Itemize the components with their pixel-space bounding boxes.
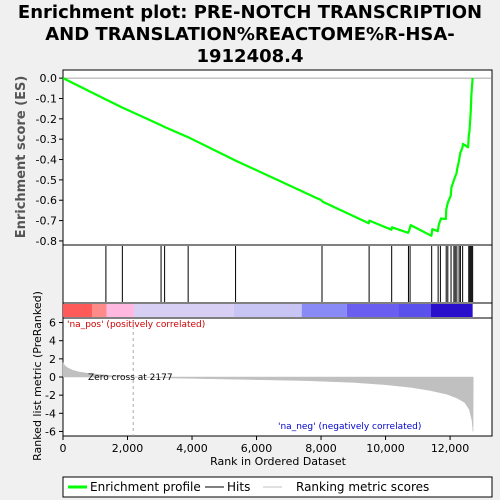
x-tick-label: 6,000 [241, 442, 273, 455]
es-y-tick-label: -0.1 [36, 92, 57, 105]
enrichment-profile-line [62, 77, 474, 237]
title-line-1: Enrichment plot: PRE-NOTCH TRANSCRIPTION [17, 2, 483, 23]
metric-y-tick-label: -4 [45, 407, 56, 420]
es-y-tick-label: -0.3 [36, 133, 57, 146]
colorbar-segment [106, 304, 134, 317]
title-line-3: 1912408.4 [196, 46, 304, 67]
x-tick-label: 2,000 [112, 442, 144, 455]
es-y-tick-label: -0.7 [36, 215, 57, 228]
colorbar-segment [430, 304, 473, 317]
metric-y-tick-label: -2 [45, 389, 56, 402]
es-y-tick-label: -0.6 [36, 194, 57, 207]
metric-y-tick-label: -6 [45, 425, 56, 438]
x-axis-label: Rank in Ordered Dataset [210, 455, 347, 468]
x-tick-label: 4,000 [176, 442, 208, 455]
es-panel [62, 69, 493, 246]
colorbar-segment [346, 304, 399, 317]
x-tick-label: 12,000 [431, 442, 470, 455]
x-tick-label: 8,000 [305, 442, 337, 455]
ranking-metric-area [62, 361, 474, 432]
neg-label: 'na_neg' (negatively correlated) [278, 422, 421, 432]
metric-y-tick-label: 4 [49, 335, 56, 348]
colorbar-segment [233, 304, 302, 317]
colorbar-segment [63, 304, 93, 317]
metric-y-tick-label: 2 [49, 353, 56, 366]
x-tick-label: 0 [60, 442, 67, 455]
es-y-tick-label: -0.5 [36, 174, 57, 187]
es-y-tick-label: 0.0 [40, 72, 58, 85]
legend-metric-label: Ranking metric scores [296, 480, 429, 494]
chart-title: Enrichment plot: PRE-NOTCH TRANSCRIPTION… [0, 2, 500, 68]
legend-enrichment-label: Enrichment profile [90, 480, 201, 494]
legend-hits-label: Hits [227, 480, 250, 494]
metric-y-tick-label: 6 [49, 317, 56, 330]
colorbar-segment [133, 304, 234, 317]
hits-panel [62, 244, 493, 304]
colorbar-segment [301, 304, 347, 317]
es-y-tick-label: -0.2 [36, 113, 57, 126]
es-y-tick-label: -0.4 [36, 154, 57, 167]
title-line-2: AND TRANSLATION%REACTOME%R-HSA- [45, 24, 455, 45]
metric-y-tick-label: 0 [49, 371, 56, 384]
x-tick-label: 10,000 [366, 442, 405, 455]
colorbar-segment [92, 304, 107, 317]
es-y-tick-label: -0.8 [36, 235, 57, 248]
pos-label: 'na_pos' (positively correlated) [67, 320, 205, 330]
zero-cross-label: Zero cross at 2177 [88, 373, 173, 383]
metric-axis-label: Ranked list metric (PreRanked) [31, 291, 44, 461]
es-axis-label: Enrichment score (ES) [14, 76, 29, 239]
colorbar-segment [398, 304, 431, 317]
